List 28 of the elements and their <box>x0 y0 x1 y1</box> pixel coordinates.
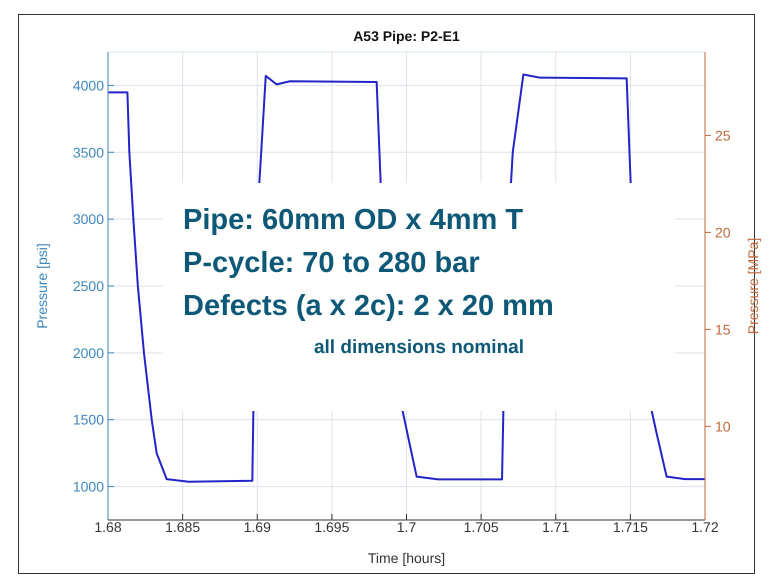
x-tick-label: 1.71 <box>542 518 570 535</box>
y2-tick-label: 25 <box>715 127 731 144</box>
y-tick-label: 3000 <box>72 211 104 228</box>
y-tick-label: 2000 <box>72 344 104 361</box>
x-tick-label: 1.72 <box>691 518 719 535</box>
x-axis-title: Time [hours] <box>368 550 446 566</box>
x-tick-label: 1.685 <box>165 518 200 535</box>
x-tick-label: 1.7 <box>396 518 416 535</box>
y-tick-label: 1500 <box>72 412 104 428</box>
y2-tick-label: 10 <box>715 418 731 434</box>
annotation: P-cycle: 70 to 280 bar <box>183 246 481 281</box>
annotation: Defects (a x 2c): 2 x 20 mm <box>183 289 555 324</box>
x-tick-label: 1.695 <box>314 518 350 535</box>
y-tick-label: 3500 <box>72 144 104 160</box>
y2-tick-label: 20 <box>715 224 731 240</box>
x-tick-label: 1.68 <box>94 518 122 535</box>
x-tick-label: 1.705 <box>464 518 499 535</box>
y-tick-label: 4000 <box>72 77 104 94</box>
annotation: all dimensions nominal <box>312 336 526 360</box>
y-tick-label: 1000 <box>72 478 104 495</box>
x-tick-label: 1.715 <box>612 518 648 535</box>
chart-title: A53 Pipe: P2-E1 <box>352 28 461 44</box>
x-tick-label: 1.69 <box>244 518 272 535</box>
y-axis-title: Pressure [psi] <box>34 243 50 329</box>
y-tick-label: 2500 <box>72 278 104 294</box>
y2-tick-label: 15 <box>715 321 731 338</box>
annotation: Pipe: 60mm OD x 4mm T <box>183 203 524 238</box>
y2-axis-title: Pressure [MPa] <box>744 238 761 334</box>
